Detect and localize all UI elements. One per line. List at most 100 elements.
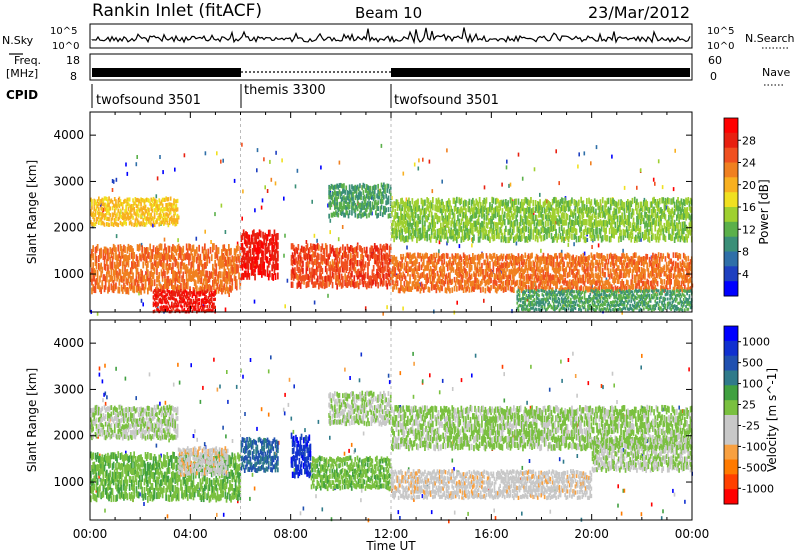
power-band-cell (437, 273, 440, 280)
power-band-cell (142, 275, 145, 283)
power-band-cell (660, 252, 662, 259)
power-band-cell (499, 218, 501, 225)
power-band-cell (661, 256, 663, 262)
power-band-cell (442, 273, 444, 279)
power-band-cell (420, 281, 423, 288)
power-band-cell (582, 252, 585, 259)
power-band-cell (416, 225, 418, 232)
power-band-cell (109, 199, 112, 204)
power-band-cell (426, 216, 428, 223)
power-band-cell (601, 235, 604, 242)
power-band-cell (94, 199, 97, 204)
power-band-cell (636, 222, 638, 229)
power-band-cell (653, 255, 655, 261)
power-band-cell (443, 258, 446, 265)
power-band-cell (149, 243, 151, 251)
power-band-cell (518, 265, 521, 271)
n-sky-label: N.Sky (2, 34, 34, 47)
power-band-cell (556, 200, 558, 207)
power-band-cell (134, 197, 137, 202)
power-band-cell (180, 247, 182, 255)
power-band-cell (476, 262, 479, 268)
power-band-cell (167, 296, 170, 300)
power-band-cell (441, 254, 443, 260)
power-band-cell (652, 277, 654, 284)
power-band-cell (394, 256, 397, 263)
power-band-cell (206, 298, 208, 303)
power-band-cell (212, 243, 214, 251)
power-band-cell (395, 222, 398, 230)
power-band-cell (400, 208, 402, 215)
power-band-cell (582, 204, 585, 212)
power-band-cell (312, 261, 314, 268)
power-band-cell (141, 207, 143, 212)
power-band-cell (126, 255, 129, 263)
power-band-cell (379, 188, 382, 194)
power-band-cell (514, 208, 516, 215)
power-band-cell (131, 246, 133, 253)
power-band-cell (265, 239, 268, 247)
power-band-cell (335, 184, 337, 190)
power-band-cell (139, 199, 141, 204)
power-band-cell (501, 263, 504, 269)
power-band-cell (580, 196, 582, 204)
power-band-cell (572, 272, 574, 278)
power-band-cell (193, 270, 196, 278)
power-band-cell (619, 232, 621, 239)
power-band-cell (158, 216, 161, 221)
power-band-cell (384, 184, 386, 190)
power-band-cell (194, 280, 197, 288)
power-band-cell (597, 253, 600, 259)
power-band-cell (409, 274, 411, 280)
power-band-cell (669, 210, 671, 218)
power-band-cell (645, 229, 647, 236)
power-band-cell (251, 248, 254, 255)
power-band-cell (677, 197, 679, 204)
power-band-cell (666, 219, 669, 226)
power-band-cell (328, 202, 330, 208)
power-band-cell (636, 283, 638, 289)
power-band-cell (405, 235, 408, 242)
power-band-cell (531, 280, 533, 287)
power-band-cell (473, 200, 475, 207)
power-band-cell (378, 257, 381, 264)
power-band-cell (567, 200, 570, 207)
power-band-cell (639, 219, 642, 226)
power-band-cell (168, 263, 171, 270)
power-band-cell (466, 262, 468, 268)
power-band-cell (558, 220, 561, 227)
power-band-cell (384, 189, 386, 194)
power-band-cell (554, 253, 556, 259)
power-band-cell (587, 278, 589, 284)
power-band-cell (206, 289, 208, 293)
power-band-cell (460, 206, 463, 213)
power-band-cell (558, 253, 561, 259)
power-band-cell (560, 258, 563, 264)
power-echo (621, 310, 623, 315)
power-band-cell (192, 268, 195, 276)
power-band-cell (371, 194, 374, 200)
power-band-cell (660, 229, 662, 236)
power-band-cell (367, 190, 369, 196)
power-band-cell (387, 199, 390, 205)
power-band-cell (412, 260, 415, 267)
power-band-cell (165, 217, 167, 222)
power-band-cell (222, 244, 224, 252)
power-band-cell (409, 215, 411, 222)
power-band-cell (466, 221, 468, 228)
power-band-cell (414, 281, 417, 288)
power-band-cell (267, 242, 270, 250)
power-band-cell (567, 235, 570, 243)
power-band-cell (490, 268, 492, 275)
power-band-cell (253, 253, 255, 261)
power-band-cell (593, 254, 596, 260)
power-band-cell (184, 253, 187, 261)
power-band-cell (674, 252, 677, 258)
power-band-cell (486, 255, 489, 262)
power-band-cell (385, 272, 387, 279)
power-band-cell (139, 208, 141, 213)
power-band-cell (596, 287, 598, 294)
power-band-cell (275, 233, 278, 241)
power-band-cell (672, 211, 675, 218)
